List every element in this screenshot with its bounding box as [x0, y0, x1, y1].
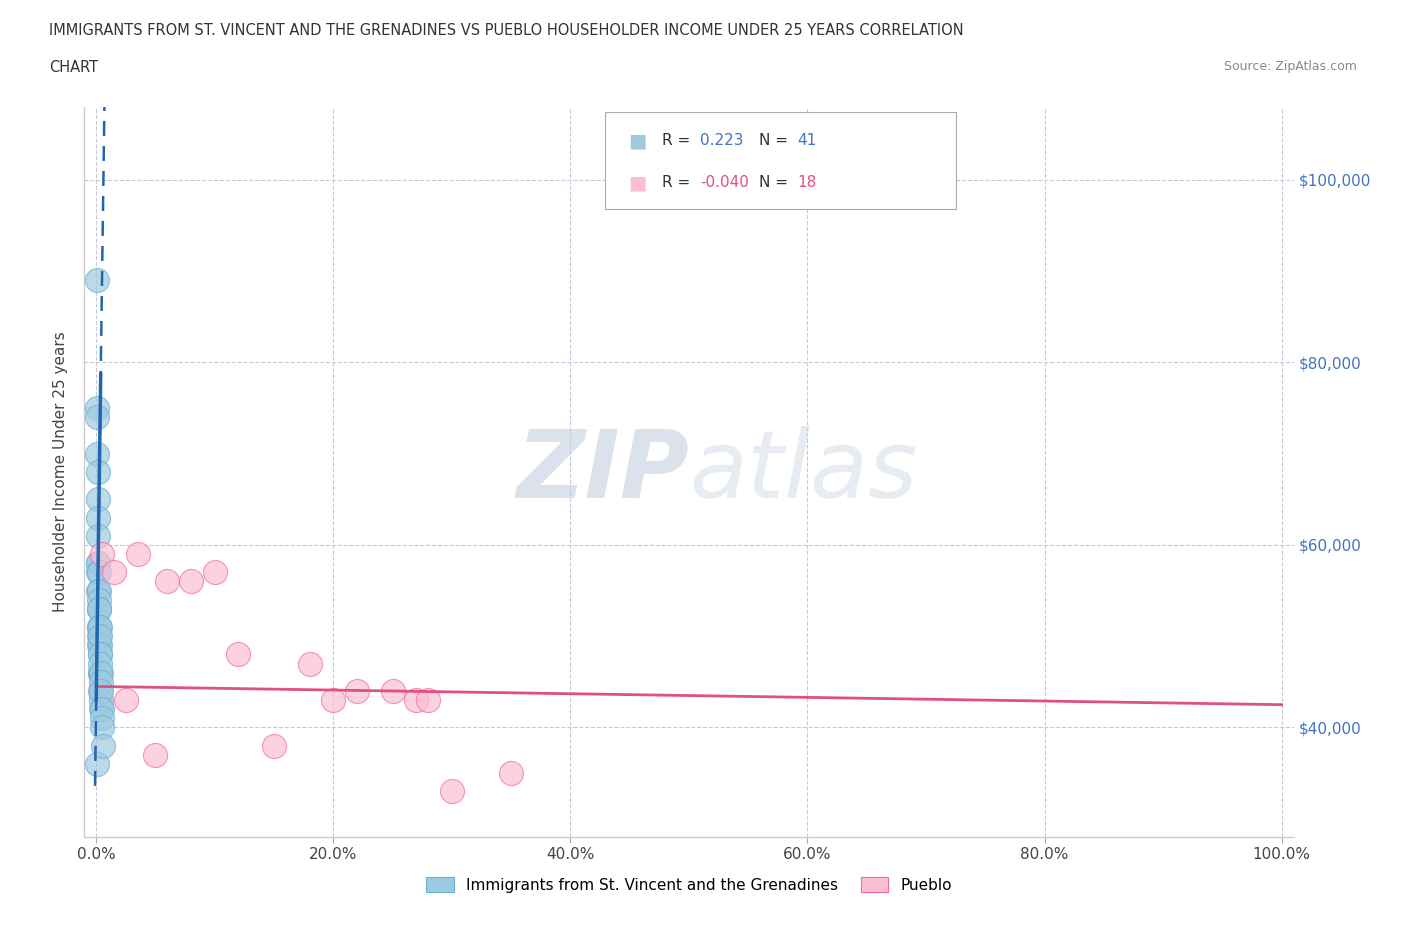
Point	[89, 638, 111, 653]
Point	[90, 665, 112, 680]
Point	[89, 665, 111, 680]
Text: -0.040: -0.040	[700, 175, 749, 190]
Point	[86, 446, 108, 461]
Text: 41: 41	[797, 134, 817, 149]
Point	[87, 619, 110, 634]
Point	[86, 272, 108, 287]
Point	[87, 528, 110, 543]
Point	[86, 757, 108, 772]
Text: 18: 18	[797, 175, 817, 190]
Point	[89, 619, 111, 634]
Point	[89, 684, 111, 698]
Point	[180, 574, 202, 589]
Point	[86, 465, 108, 480]
Text: Source: ZipAtlas.com: Source: ZipAtlas.com	[1223, 60, 1357, 73]
Text: 0.223: 0.223	[700, 134, 744, 149]
Text: ■: ■	[628, 131, 647, 151]
Point	[89, 665, 111, 680]
Point	[381, 684, 404, 698]
Point	[89, 657, 111, 671]
Point	[298, 657, 321, 671]
Point	[90, 711, 112, 725]
Text: N =: N =	[759, 175, 793, 190]
Point	[89, 638, 111, 653]
Point	[87, 556, 110, 571]
Point	[90, 693, 112, 708]
Point	[87, 629, 110, 644]
Point	[87, 556, 110, 571]
Point	[204, 565, 226, 579]
Point	[89, 647, 111, 662]
Point	[87, 511, 110, 525]
Point	[405, 693, 427, 708]
Text: R =: R =	[662, 175, 696, 190]
Point	[86, 401, 108, 416]
Point	[87, 583, 110, 598]
Point	[228, 647, 250, 662]
Legend: Immigrants from St. Vincent and the Grenadines, Pueblo: Immigrants from St. Vincent and the Gren…	[420, 870, 957, 898]
Point	[87, 592, 110, 607]
Point	[418, 693, 440, 708]
Point	[87, 602, 110, 617]
Point	[127, 547, 149, 562]
Point	[87, 602, 110, 617]
Point	[501, 765, 523, 780]
Point	[91, 720, 114, 735]
Text: R =: R =	[662, 134, 696, 149]
Point	[145, 748, 167, 763]
Text: ZIP: ZIP	[516, 426, 689, 518]
Text: N =: N =	[759, 134, 793, 149]
Point	[86, 492, 108, 507]
Point	[89, 629, 111, 644]
Point	[91, 547, 114, 562]
Point	[86, 410, 108, 425]
Point	[90, 702, 112, 717]
Point	[156, 574, 179, 589]
Point	[89, 602, 111, 617]
Point	[91, 738, 114, 753]
Point	[263, 738, 285, 753]
Point	[90, 702, 112, 717]
Point	[87, 565, 110, 579]
Point	[440, 784, 463, 799]
Text: ■: ■	[628, 173, 647, 192]
Point	[346, 684, 368, 698]
Point	[90, 684, 112, 698]
Text: IMMIGRANTS FROM ST. VINCENT AND THE GRENADINES VS PUEBLO HOUSEHOLDER INCOME UNDE: IMMIGRANTS FROM ST. VINCENT AND THE GREN…	[49, 23, 965, 38]
Point	[87, 565, 110, 579]
Point	[87, 583, 110, 598]
Point	[90, 674, 112, 689]
Point	[89, 647, 111, 662]
Text: atlas: atlas	[689, 427, 917, 517]
Point	[89, 619, 111, 634]
Y-axis label: Householder Income Under 25 years: Householder Income Under 25 years	[53, 332, 69, 612]
Point	[115, 693, 138, 708]
Point	[322, 693, 344, 708]
Text: CHART: CHART	[49, 60, 98, 75]
Point	[103, 565, 125, 579]
